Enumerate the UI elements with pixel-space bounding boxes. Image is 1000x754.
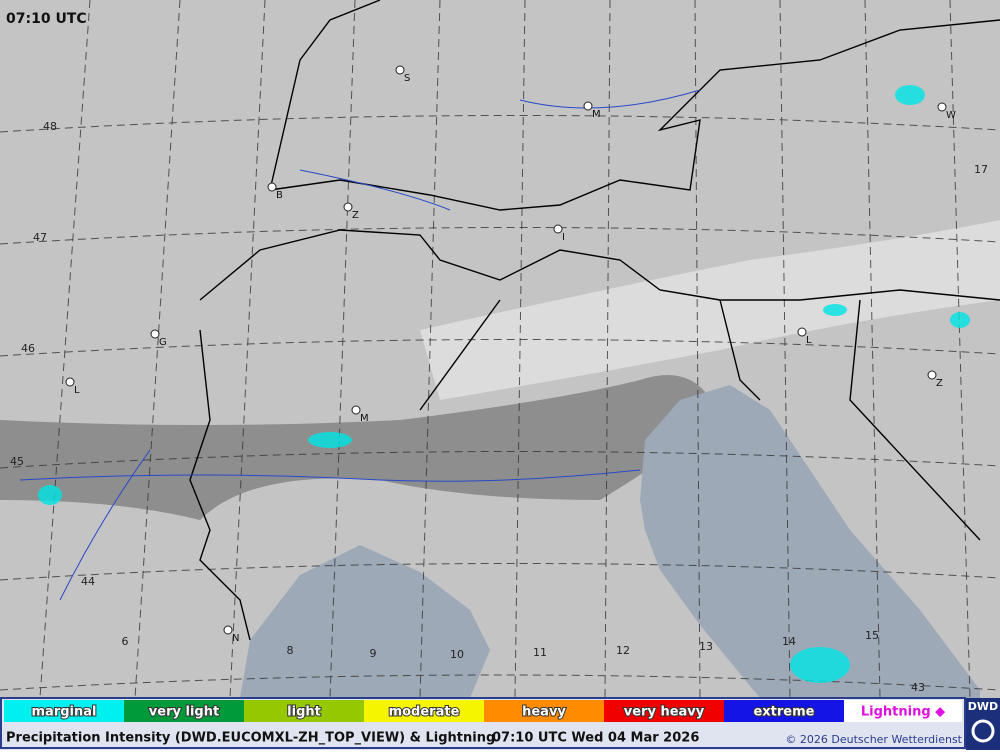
city-label: Z [936, 378, 943, 389]
copyright: © 2026 Deutscher Wetterdienst [785, 733, 962, 746]
city-label: M [360, 413, 369, 424]
po-valley [0, 375, 720, 520]
ligurian-sea [240, 545, 490, 698]
footer-time: 07:10 UTC Wed 04 Mar 2026 [492, 731, 699, 746]
latitude-label: 46 [21, 342, 35, 355]
city-label: N [232, 633, 239, 644]
latitude-label: 43 [911, 681, 925, 694]
legend-label: heavy [522, 705, 566, 720]
legend-swatch [244, 700, 364, 722]
city-marker [223, 625, 233, 635]
city-label: L [74, 385, 80, 396]
legend-label: very light [149, 705, 219, 720]
legend-lightning-cell [844, 700, 962, 722]
legend-lightning: Lightning ◆ [861, 705, 945, 720]
city-marker [150, 329, 160, 339]
legend-swatch [4, 700, 124, 722]
city-marker [937, 102, 947, 112]
valid-time: 07:10 UTC [6, 11, 87, 27]
city-marker [583, 101, 593, 111]
latitude-label: 47 [33, 231, 47, 244]
logo-swirl [971, 719, 995, 743]
legend-swatch [364, 700, 484, 722]
longitude-label: 11 [533, 646, 547, 659]
legend-swatch [484, 700, 604, 722]
city-label: L [806, 335, 812, 346]
footer-frame [0, 697, 966, 749]
city-marker [927, 370, 937, 380]
legend-label: marginal [32, 705, 97, 720]
longitude-label: 13 [699, 640, 713, 653]
longitude-label: 10 [450, 648, 464, 661]
longitude-label: 12 [616, 644, 630, 657]
city-label: B [276, 190, 283, 201]
radar-echoes [38, 85, 970, 683]
legend-swatch [724, 700, 844, 722]
city-label: Z [352, 210, 359, 221]
latitude-label: 45 [10, 455, 24, 468]
footer-title: Precipitation Intensity (DWD.EUCOMXL-ZH_… [6, 731, 495, 746]
legend-label: moderate [389, 705, 460, 720]
city-marker [267, 182, 277, 192]
city-label: M [592, 109, 601, 120]
logo-text: DWD [968, 700, 998, 713]
city-marker [553, 224, 563, 234]
longitude-label: 14 [782, 635, 796, 648]
city-marker [65, 377, 75, 387]
legend-label: light [287, 705, 321, 720]
legend-label: extreme [753, 705, 814, 720]
alps [420, 220, 1000, 400]
latitude-label: 48 [43, 120, 57, 133]
legend-label: very heavy [624, 705, 705, 720]
longitude-label: 8 [287, 644, 294, 657]
legend-swatch [124, 700, 244, 722]
borders [189, 0, 1000, 641]
longitude-label: 9 [370, 647, 377, 660]
legend-swatch [604, 700, 724, 722]
city-marker [395, 65, 405, 75]
city-marker [351, 405, 361, 415]
city-label: S [404, 73, 410, 84]
city-label: G [159, 337, 167, 348]
city-marker [343, 202, 353, 212]
longitude-label: 17 [974, 163, 988, 176]
city-label: I [562, 232, 565, 243]
city-marker [797, 327, 807, 337]
city-label: W [946, 110, 956, 121]
adriatic-sea [640, 385, 980, 698]
longitude-label: 15 [865, 629, 879, 642]
rivers [19, 89, 701, 601]
latitude-label: 44 [81, 575, 95, 588]
graticule [0, 0, 1000, 699]
longitude-label: 6 [122, 635, 129, 648]
